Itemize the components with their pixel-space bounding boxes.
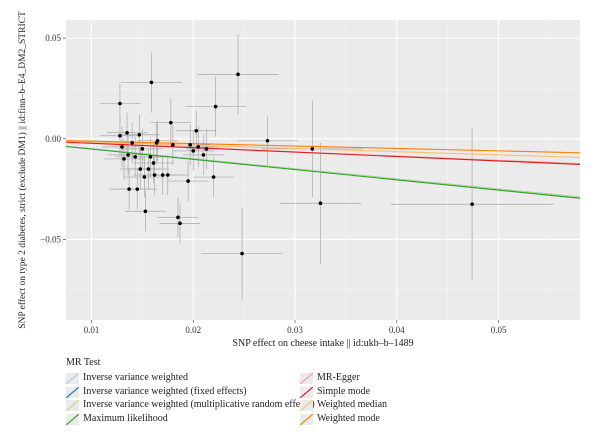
data-point [160,173,165,177]
data-point [240,251,244,256]
fit-line-weighted-mode [65,140,581,154]
fit-line-simple-mode [65,141,581,166]
data-point [133,155,138,159]
data-point [470,202,474,207]
fit-line-maximum-likelihood [65,145,581,199]
x-tick-label: 0.05 [491,325,507,335]
data-point [310,147,315,151]
data-point [265,139,270,143]
data-point [194,128,199,133]
data-point [204,147,209,151]
data-point [140,147,145,151]
data-point [120,145,124,149]
data-point [165,173,170,177]
fit-line-weighted-median [65,140,581,159]
data-point [152,173,157,177]
data-point [176,215,180,220]
y-axis-ticks: −0.05 0.00 0.05 [40,33,66,244]
data-point [155,139,160,143]
data-point [122,157,126,161]
data-point [211,175,216,179]
data-point [178,221,182,226]
data-point [191,149,196,153]
data-point [148,155,153,159]
data-point [143,209,148,214]
data-point [125,130,129,135]
data-point [171,143,175,147]
data-point [130,141,134,145]
data-point [201,153,206,157]
y-tick-label: −0.05 [40,234,61,244]
x-tick-label: 0.02 [185,325,201,335]
x-tick-label: 0.04 [389,325,405,335]
data-points [118,72,474,256]
fit-lines [65,140,581,199]
y-axis-label: SNP effect on type 2 diabetes, strict (e… [17,11,28,329]
x-axis-ticks: 0.01 0.02 0.03 0.04 0.05 [84,320,507,335]
data-point [126,153,130,157]
x-axis-label: SNP effect on cheese intake || id:ukb–b–… [232,338,413,349]
data-point [127,187,131,191]
data-point [137,132,142,137]
data-point [142,175,147,179]
data-point [196,145,201,149]
y-tick-label: 0.00 [45,134,61,144]
data-point [236,72,240,77]
data-point [186,179,190,183]
y-tick-label: 0.05 [45,33,61,43]
data-point [135,187,140,191]
grid-major [66,20,580,320]
x-tick-label: 0.03 [287,325,303,335]
data-point [138,167,143,171]
x-tick-label: 0.01 [84,325,100,335]
data-point [149,80,154,85]
data-point [146,167,151,171]
data-point [151,161,156,165]
plot-panel [66,20,580,320]
data-point [118,101,122,106]
data-point [318,201,323,206]
data-point [118,133,122,138]
data-point [213,104,218,109]
data-point [169,120,173,125]
data-point [188,143,192,147]
